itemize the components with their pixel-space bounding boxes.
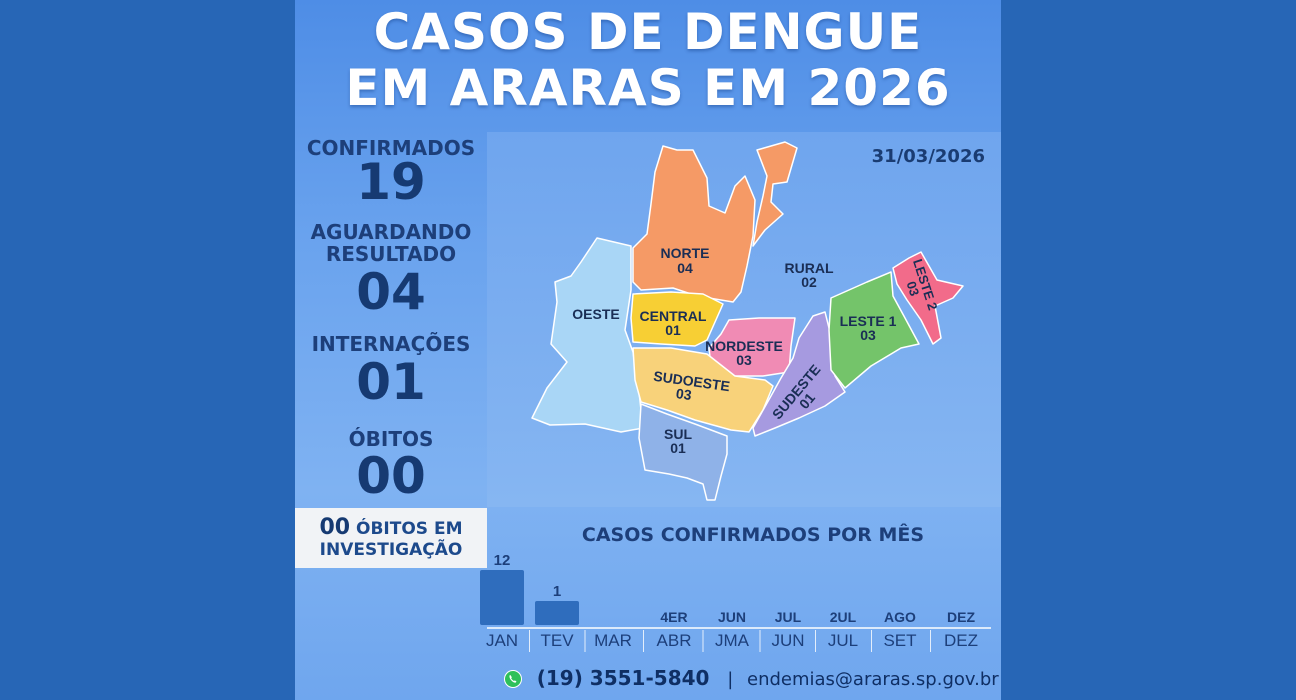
region-value-leste-2: 03 — [904, 279, 923, 297]
internacoes-value: 01 — [356, 353, 426, 411]
region-value-leste-1: 03 — [860, 327, 876, 343]
aguardando-value: 04 — [356, 263, 426, 321]
bar-jan — [480, 570, 524, 625]
internacoes-label: INTERNAÇÕES — [311, 332, 471, 356]
monthly-cases-chart: 12 JAN 1 TEV MAR 4ER ABR JUN JMA JUL JUN 2UL JUL AGO S… — [480, 552, 991, 652]
aguardando-label-2: RESULTADO — [325, 242, 457, 266]
value-label-4: JUN — [718, 609, 746, 625]
region-label-leste-1: LESTE 1 — [840, 313, 897, 329]
region-label-nordeste: NORDESTE — [705, 338, 783, 354]
value-label-0: 12 — [494, 552, 511, 569]
region-label-rural: RURAL — [785, 260, 834, 276]
poster-title: CASOS DE DENGUE EM ARARAS EM 2026 — [295, 4, 1001, 116]
tick-label-5: JUN — [771, 631, 804, 650]
tick-label-0: JAN — [486, 631, 518, 650]
region-leste-2 — [892, 251, 964, 345]
contact-phone: (19) 3551-5840 — [536, 666, 710, 690]
value-label-5: JUL — [775, 609, 802, 625]
dengue-poster: CASOS DE DENGUE EM ARARAS EM 2026 CONFIR… — [295, 0, 1001, 700]
aguardando-label-1: AGUARDANDO — [310, 220, 472, 244]
tick-label-7: SET — [883, 631, 916, 650]
region-label-central: CENTRAL — [640, 308, 707, 324]
confirmados-label: CONFIRMADOS — [306, 136, 476, 160]
value-label-6: 2UL — [830, 609, 857, 625]
region-value-sudoeste: 03 — [675, 385, 693, 403]
bar-tev — [535, 601, 579, 625]
confirmados-value: 19 — [356, 153, 426, 211]
tick-label-6: JUL — [828, 631, 858, 650]
contact-footer: (19) 3551-5840 | endemias@araras.sp.gov.… — [503, 663, 999, 693]
value-label-1: 1 — [553, 583, 561, 600]
region-value-rural: 02 — [801, 274, 817, 290]
stats-column: CONFIRMADOS 19 AGUARDANDO RESULTADO 04 I… — [295, 132, 487, 572]
tick-label-8: DEZ — [944, 631, 978, 650]
investigacao-label-2: INVESTIGAÇÃO — [319, 540, 463, 560]
obitos-investigacao-box: 00 ÓBITOS EM INVESTIGAÇÃO — [295, 508, 487, 568]
tick-label-2: MAR — [594, 631, 632, 650]
whatsapp-icon — [503, 669, 523, 689]
contact-email[interactable]: endemias@araras.sp.gov.br — [747, 669, 999, 690]
value-label-3: 4ER — [660, 609, 687, 625]
region-nordeste — [708, 317, 796, 377]
region-label-oeste: OESTE — [572, 306, 619, 322]
region-rural — [752, 141, 798, 247]
obitos-value: 00 — [356, 447, 426, 505]
region-sul — [638, 403, 728, 501]
chart-title: CASOS CONFIRMADOS POR MÊS — [581, 524, 925, 546]
bulletin-date: 31/03/2026 — [871, 146, 985, 167]
value-label-8: DEZ — [947, 609, 975, 625]
region-label-sul: SUL — [664, 426, 692, 442]
region-value-central: 01 — [665, 322, 681, 338]
title-line-1: CASOS DE DENGUE — [373, 3, 923, 61]
investigacao-value: 00 — [319, 515, 351, 540]
footer-separator: | — [727, 669, 734, 690]
region-central — [630, 291, 724, 347]
tick-label-1: TEV — [540, 631, 574, 650]
region-leste-1 — [828, 271, 920, 389]
tick-label-4: JMA — [715, 631, 750, 650]
title-line-2: EM ARARAS EM 2026 — [345, 59, 951, 117]
regions-map: NORTE 04 RURAL 02 OESTE CENTRAL 01 NORDE… — [531, 141, 964, 501]
region-oeste — [531, 237, 644, 433]
region-label-norte: NORTE — [661, 245, 710, 261]
region-sudoeste — [632, 347, 774, 433]
region-value-norte: 04 — [677, 260, 693, 276]
obitos-label: ÓBITOS — [348, 427, 434, 451]
region-norte — [632, 145, 756, 303]
value-label-7: AGO — [884, 609, 916, 625]
region-value-sul: 01 — [670, 440, 686, 456]
tick-label-3: ABR — [657, 631, 692, 650]
investigacao-label-1: ÓBITOS EM — [350, 519, 463, 539]
region-value-nordeste: 03 — [736, 352, 752, 368]
